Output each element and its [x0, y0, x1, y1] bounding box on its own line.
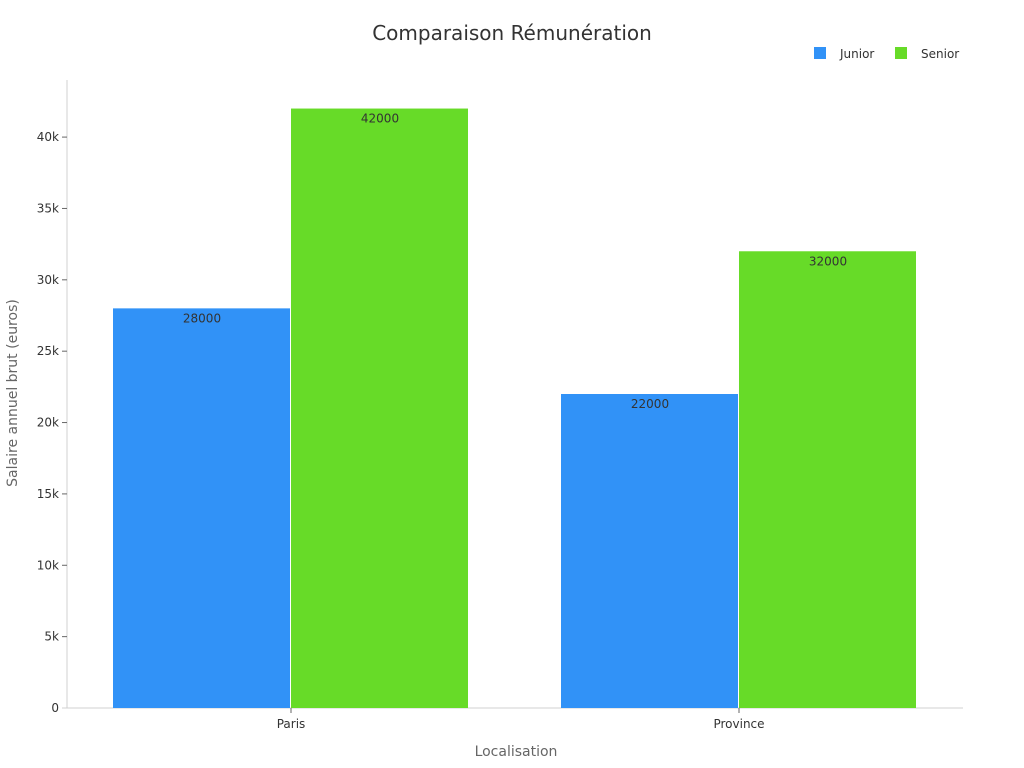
bar-senior-paris: [291, 108, 468, 708]
legend-label-senior: Senior: [921, 47, 959, 61]
y-tick-label: 30k: [37, 273, 59, 287]
chart-title: Comparaison Rémunération: [372, 21, 652, 45]
x-tick-label: Province: [713, 717, 764, 731]
legend-swatch-senior: [895, 47, 907, 59]
y-tick-label: 5k: [44, 630, 59, 644]
data-label: 42000: [361, 112, 399, 126]
x-axis: Paris Province: [62, 707, 963, 731]
data-label: 22000: [631, 397, 669, 411]
y-tick-label: 10k: [37, 558, 59, 572]
bars-group: [113, 108, 916, 709]
x-tick-label: Paris: [277, 717, 306, 731]
data-labels-group: 28000 42000 22000 32000: [183, 112, 847, 411]
bar-junior-province: [561, 394, 738, 708]
y-tick-label: 40k: [37, 130, 59, 144]
y-tick-label: 25k: [37, 344, 59, 358]
y-tick-label: 35k: [37, 201, 59, 215]
data-label: 28000: [183, 311, 221, 325]
y-tick-label: 20k: [37, 416, 59, 430]
y-tick-label: 15k: [37, 487, 59, 501]
bar-junior-paris: [113, 308, 290, 708]
bar-senior-province: [739, 251, 916, 709]
data-label: 32000: [809, 254, 847, 268]
y-axis: 0 5k 10k 15k 20k 25k 30k 35k 40k: [37, 80, 68, 715]
legend-label-junior: Junior: [839, 47, 874, 61]
y-tick-label: 0: [51, 701, 59, 715]
x-axis-label: Localisation: [475, 744, 558, 760]
legend-swatch-junior: [814, 47, 826, 59]
y-axis-label: Salaire annuel brut (euros): [5, 299, 21, 487]
chart-legend: Junior Senior: [814, 47, 959, 61]
